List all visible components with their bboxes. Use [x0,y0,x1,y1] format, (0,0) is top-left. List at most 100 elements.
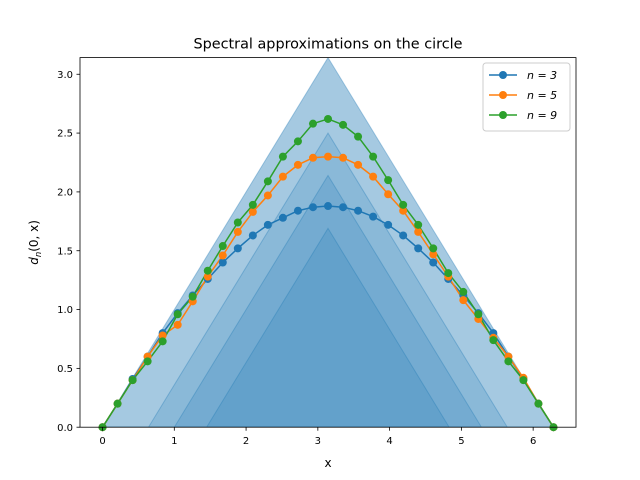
series-1-point [459,296,468,305]
series-2-point [339,120,348,129]
x-tick-label: 1 [171,436,177,447]
series-2-point [504,357,513,366]
series-2-point [444,269,453,278]
series-1-point [278,172,287,181]
series-2-point [459,287,468,296]
series-2-point [173,310,182,319]
series-0-point [384,220,393,229]
x-tick-label: 5 [458,436,464,447]
x-axis-label: x [324,456,331,470]
series-1-point [248,207,257,216]
series-2-point [293,137,302,146]
legend-marker-2 [499,111,507,119]
series-0-point [308,203,317,212]
series-2-point [188,292,197,301]
legend-marker-1 [499,91,507,99]
series-2-point [233,218,242,227]
y-tick-label: 1.0 [57,305,73,316]
series-1-point [369,172,378,181]
y-axis-ticks: 0.0 0.5 1.0 1.5 2.0 2.5 3.0 [57,70,80,434]
series-2-point [519,376,528,385]
series-2-point [384,176,393,185]
y-tick-label: 3.0 [57,70,73,81]
series-2-point [474,310,483,319]
series-2-point [534,399,543,408]
series-1-point [173,320,182,329]
series-2-point [324,114,333,123]
series-2-point [143,357,152,366]
series-2-point [128,376,137,385]
series-0-point [369,212,378,221]
series-0-point [429,258,438,267]
series-2-point [429,244,438,253]
series-1-point [293,160,302,169]
y-tick-label: 1.5 [57,246,73,257]
legend-label-1: n = 5 [527,89,557,102]
x-tick-label: 0 [99,436,105,447]
bands-layer [101,57,555,428]
series-1-point [308,153,317,162]
y-axis-label: dn(0, x) [27,220,44,265]
x-tick-label: 6 [530,436,536,447]
y-tick-label: 0.0 [57,423,73,434]
y-tick-label: 2.5 [57,129,73,140]
series-1-point [399,206,408,215]
chart-title: Spectral approximations on the circle [194,37,463,53]
y-axis-label-rest: (0, x) [27,220,41,252]
series-2-point [203,266,212,275]
y-axis-label-subscript: n [34,252,44,257]
series-0-point [354,206,363,215]
series-2-point [414,220,423,229]
series-1-point [384,190,393,199]
y-tick-label: 0.5 [57,364,73,375]
series-2-point [369,152,378,161]
series-2-point [308,119,317,128]
series-1-point [429,250,438,259]
series-2-point [113,399,122,408]
y-axis-label-main: d [27,257,41,265]
series-2-point [263,177,272,186]
series-1-point [354,160,363,169]
legend-label-0: n = 3 [527,69,557,82]
y-tick-label: 2.0 [57,188,73,199]
x-axis-ticks: 0 1 2 3 4 5 6 [99,427,536,447]
series-2-point [278,152,287,161]
legend-marker-0 [499,71,507,79]
series-2-point [399,200,408,209]
series-1-point [233,227,242,236]
series-1-point [339,153,348,162]
x-tick-label: 3 [315,436,321,447]
series-0-point [339,203,348,212]
band-1 [102,174,554,428]
series-2-point [158,337,167,346]
series-2-point [354,132,363,141]
band-2 [102,132,554,428]
series-0-point [414,244,423,253]
series-0-point [263,220,272,229]
x-tick-label: 2 [243,436,249,447]
series-0-point [218,258,227,267]
series-0-point [278,213,287,222]
series-0-point [233,244,242,253]
series-1-point [158,331,167,340]
series-2-point [218,242,227,251]
band-3 [101,57,555,428]
series-0-point [293,206,302,215]
series-1-point [203,272,212,281]
band-0 [102,227,554,428]
series-0-point [248,231,257,240]
legend: n = 3 n = 5 n = 9 [482,62,571,132]
series-0-point [324,202,333,211]
series-2-point [248,200,257,209]
legend-label-2: n = 9 [527,109,557,122]
series-1-point [218,251,227,260]
series-1-point [263,191,272,200]
series-0-point [399,231,408,240]
plot-frame [79,57,577,428]
x-tick-label: 4 [386,436,392,447]
series-1-point [414,227,423,236]
series-1-point [324,152,333,161]
markers-layer [98,114,558,432]
series-2-point [489,336,498,345]
